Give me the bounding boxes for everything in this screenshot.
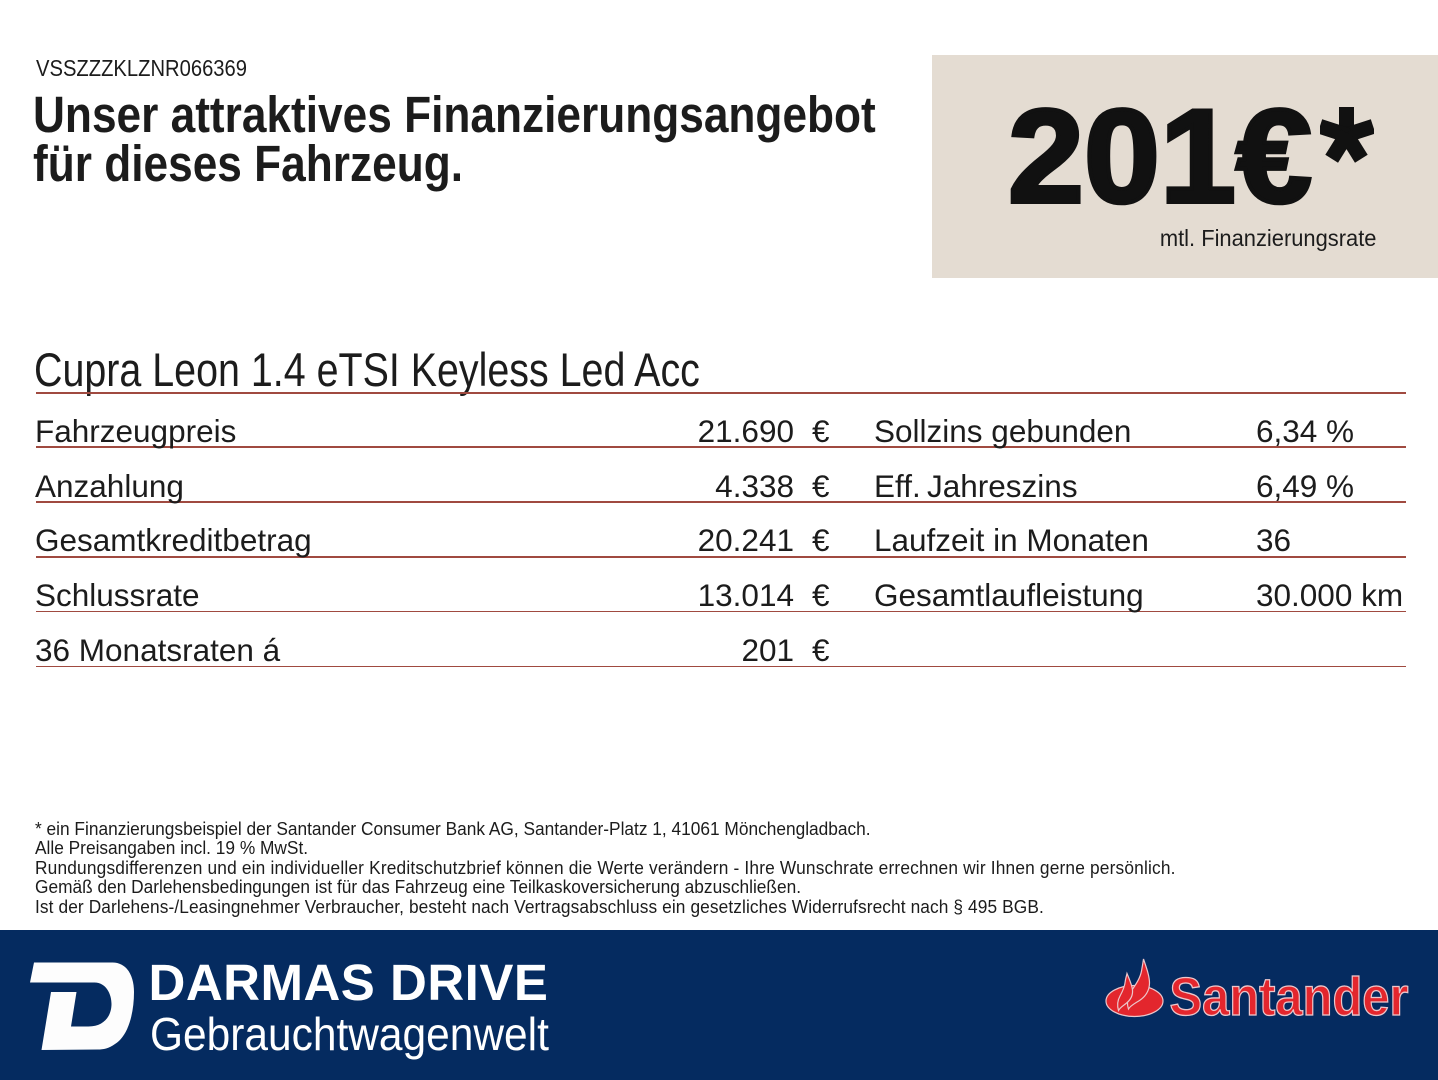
svg-text:Santander: Santander	[1170, 967, 1409, 1023]
